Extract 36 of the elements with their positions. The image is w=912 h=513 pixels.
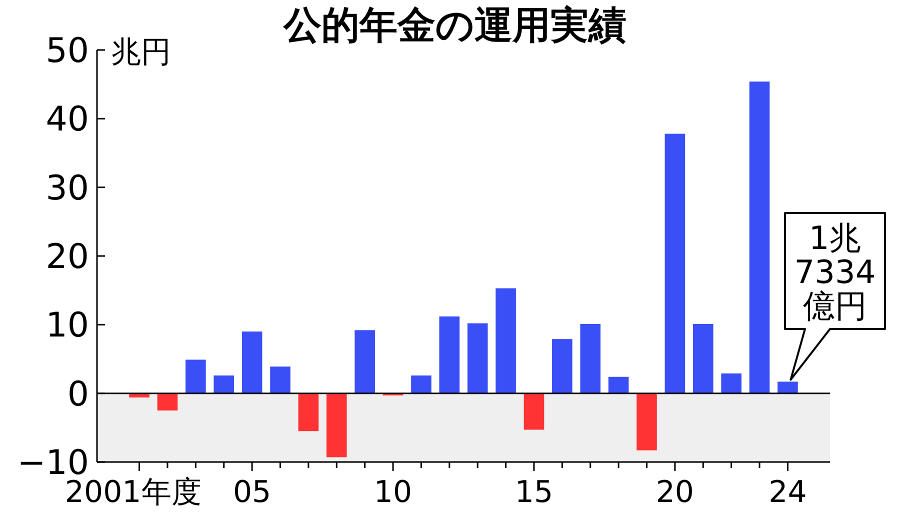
bar [524, 393, 544, 430]
bar [496, 288, 516, 394]
bar [721, 373, 742, 394]
y-tick-label: 30 [46, 168, 89, 208]
x-tick-label: 24 [768, 475, 807, 510]
bar [298, 393, 319, 432]
bar [354, 330, 375, 394]
chart-title: 公的年金の運用実績 [282, 3, 626, 47]
y-tick-label: 10 [46, 306, 89, 346]
y-tick-label: 0 [67, 374, 89, 414]
bar [749, 82, 770, 394]
bar [411, 375, 432, 394]
bar [270, 366, 290, 394]
bar [552, 339, 572, 394]
bar [214, 375, 234, 394]
x-tick-label: 10 [374, 475, 412, 510]
bar [467, 323, 488, 394]
bar [778, 382, 798, 394]
bar [326, 393, 347, 458]
y-tick-label: 40 [46, 100, 89, 140]
bar [664, 134, 686, 394]
y-tick-label: 20 [46, 237, 89, 277]
y-tick-label: 50 [46, 31, 89, 71]
bar [580, 324, 601, 394]
x-tick-label: 20 [656, 475, 694, 510]
bar [242, 332, 262, 394]
bar [636, 393, 657, 450]
y-axis-title: 兆円 [111, 35, 171, 70]
x-tick-label: 15 [514, 475, 554, 510]
annotation: 1兆 7334 億円 [794, 219, 876, 325]
bar [439, 316, 460, 394]
bar [157, 393, 178, 410]
bar [608, 376, 629, 394]
x-tick-label: 05 [232, 475, 272, 510]
bar [692, 324, 714, 394]
bar [186, 360, 206, 394]
